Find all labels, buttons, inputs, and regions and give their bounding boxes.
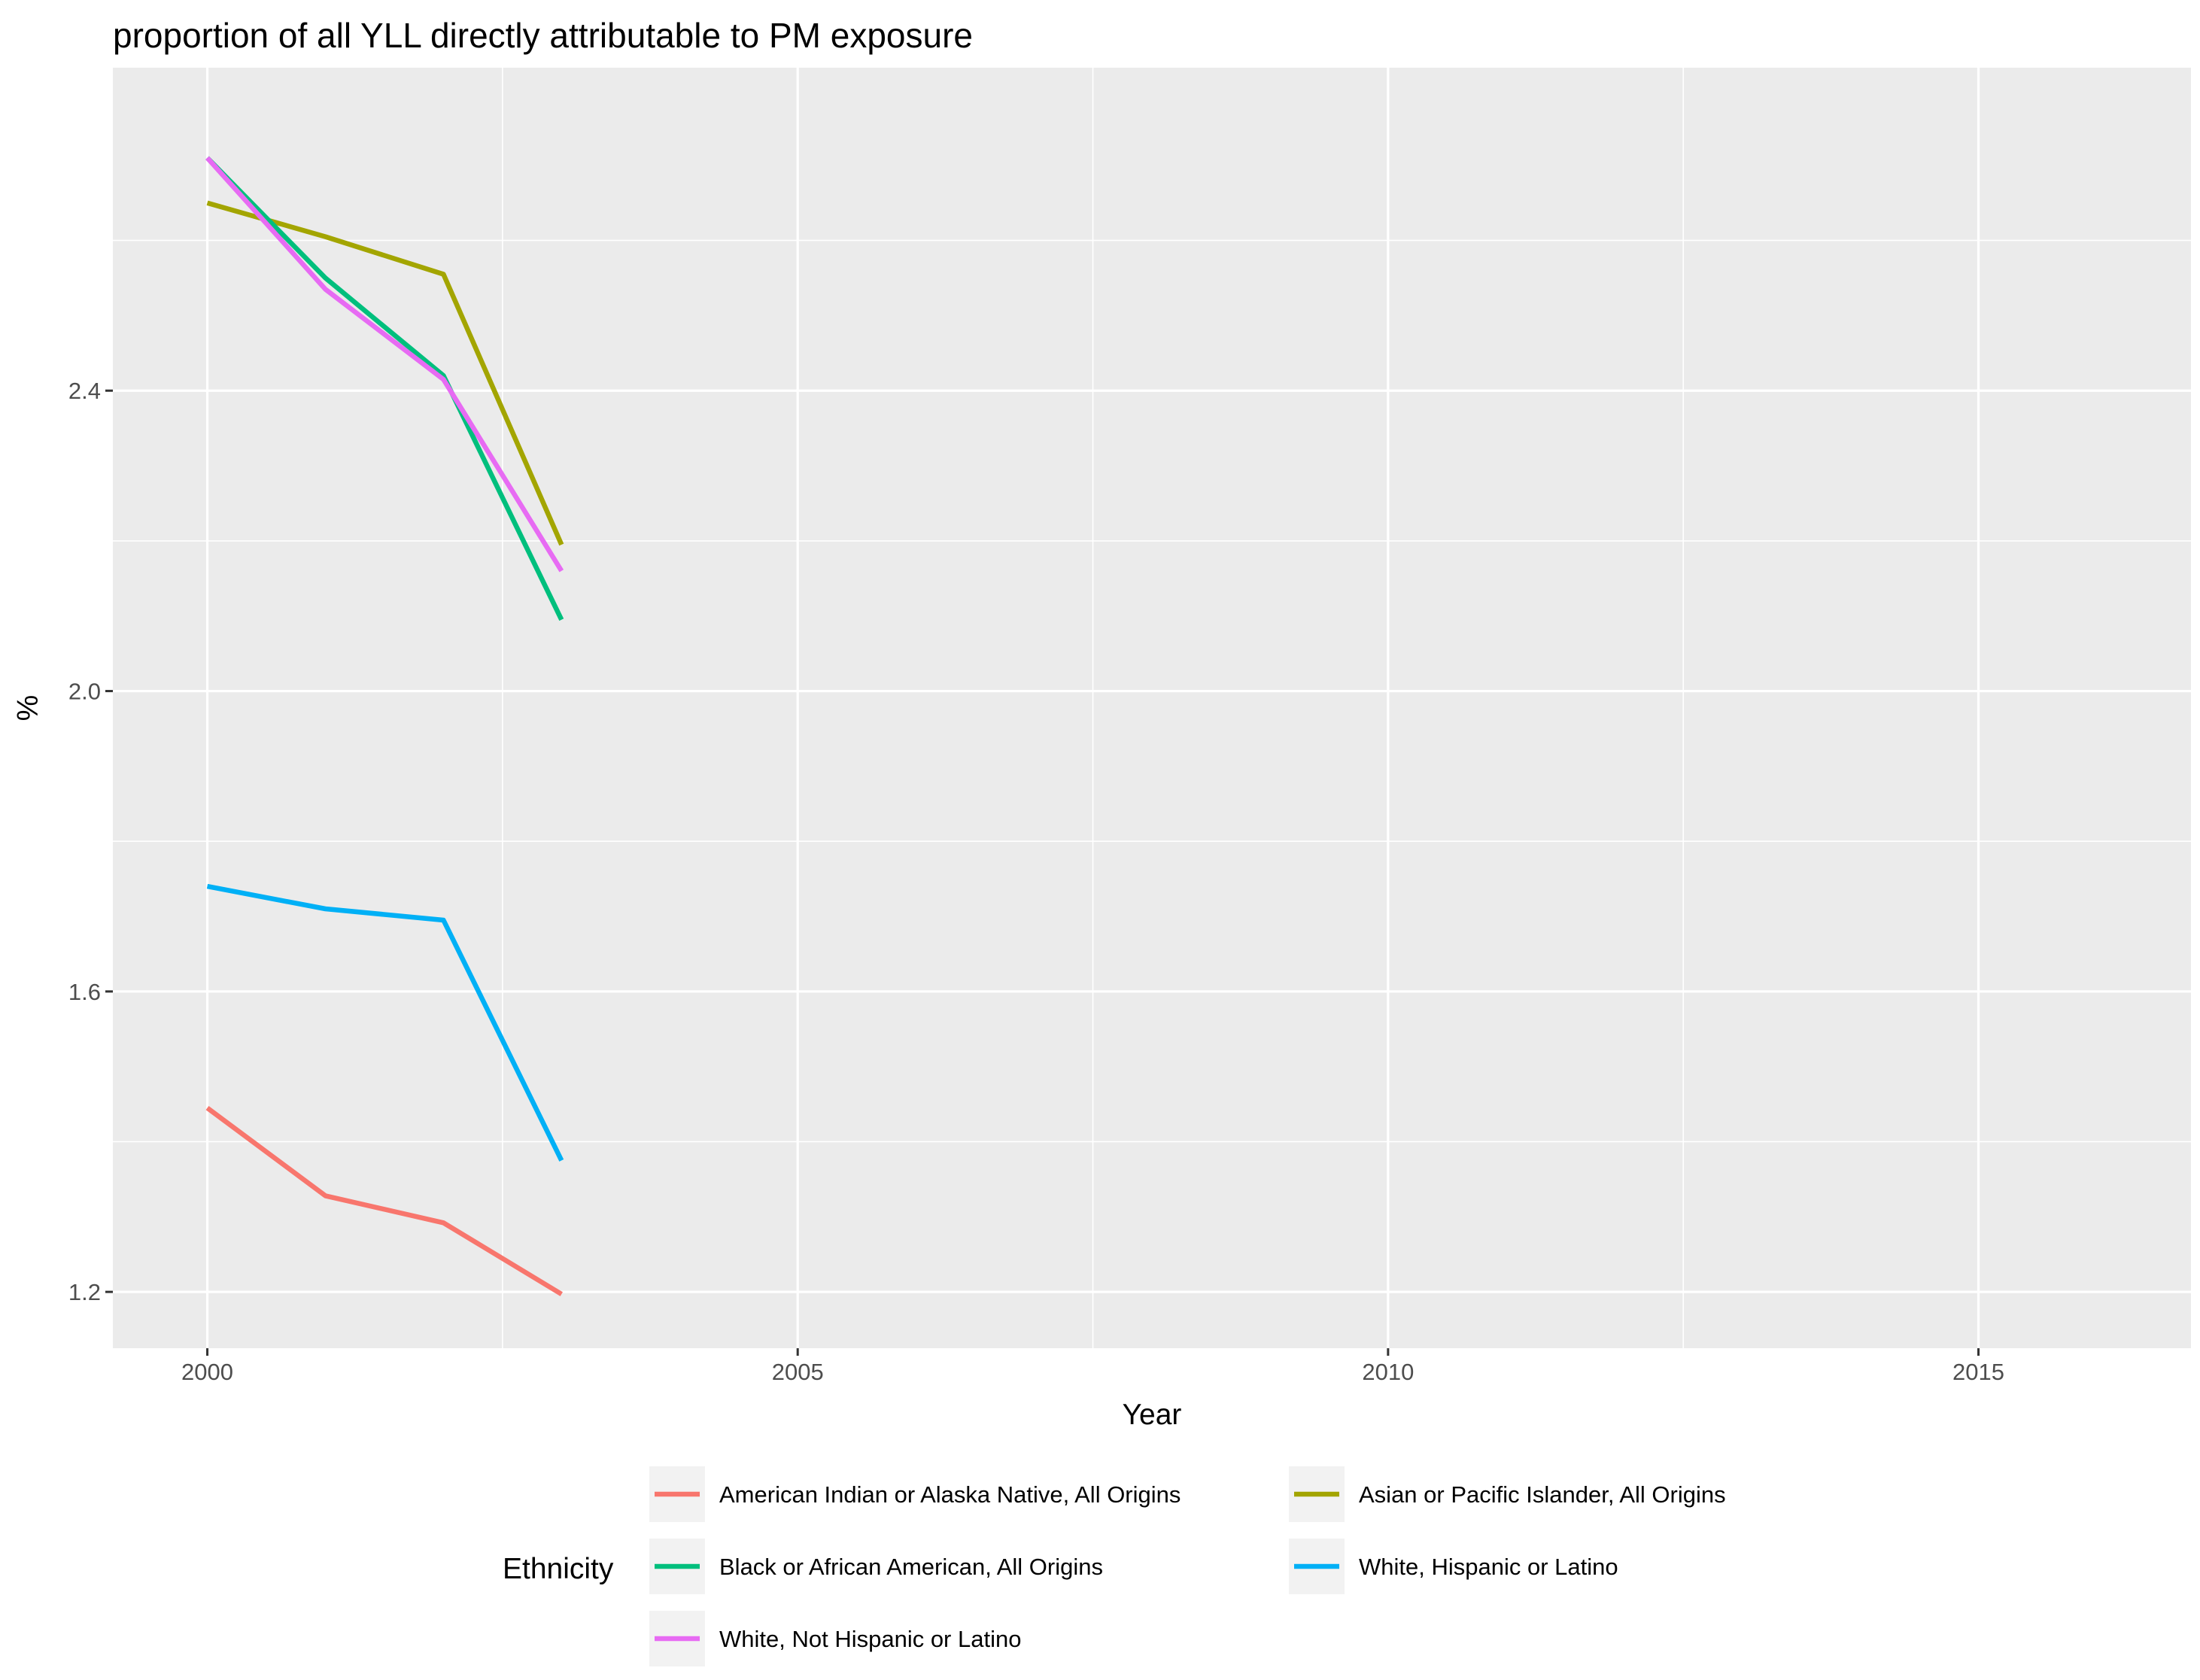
y-tick-label: 1.6 (68, 979, 101, 1005)
x-tick-label: 2015 (1952, 1359, 2004, 1385)
legend-label: White, Not Hispanic or Latino (719, 1626, 1021, 1652)
y-tick-label: 1.2 (68, 1279, 101, 1305)
legend-item-asian-or-pacific-islander-all-origins: Asian or Pacific Islander, All Origins (1289, 1466, 1726, 1522)
x-axis: 2000 2005 2010 2015 (181, 1348, 2004, 1385)
legend-item-black-or-african-american-all-origins: Black or African American, All Origins (649, 1539, 1103, 1594)
legend-label: White, Hispanic or Latino (1359, 1554, 1618, 1580)
x-tick-label: 2005 (772, 1359, 824, 1385)
legend-label: American Indian or Alaska Native, All Or… (719, 1481, 1181, 1508)
legend: American Indian or Alaska Native, All Or… (649, 1466, 1726, 1666)
series-lines (205, 156, 564, 1296)
major-gridlines (113, 68, 2191, 1348)
chart-title: proportion of all YLL directly attributa… (113, 16, 973, 55)
legend-item-white-not-hispanic-or-latino: White, Not Hispanic or Latino (649, 1611, 1021, 1666)
y-tick-label: 2.4 (68, 378, 101, 404)
series-line-american-indian-or-alaska-native-all-origins (205, 1105, 563, 1296)
plot-panel (113, 68, 2191, 1348)
x-tick-label: 2010 (1362, 1359, 1414, 1385)
y-tick-label: 2.0 (68, 679, 101, 705)
x-axis-title: Year (1123, 1399, 1182, 1431)
legend-item-american-indian-or-alaska-native-all-origins: American Indian or Alaska Native, All Or… (649, 1466, 1181, 1522)
minor-gridlines (113, 68, 2191, 1348)
legend-label: Black or African American, All Origins (719, 1554, 1103, 1580)
x-tick-label: 2000 (181, 1359, 233, 1385)
series-line-white-not-hispanic-or-latino (205, 156, 564, 573)
legend-label: Asian or Pacific Islander, All Origins (1359, 1481, 1726, 1508)
y-axis: 1.2 1.6 2.0 2.4 (68, 378, 113, 1305)
series-line-black-or-african-american-all-origins (205, 156, 564, 621)
legend-title: Ethnicity (503, 1553, 614, 1585)
legend-item-white-hispanic-or-latino: White, Hispanic or Latino (1289, 1539, 1618, 1594)
series-line-white-hispanic-or-latino (206, 883, 564, 1162)
y-axis-title: % (12, 695, 44, 722)
